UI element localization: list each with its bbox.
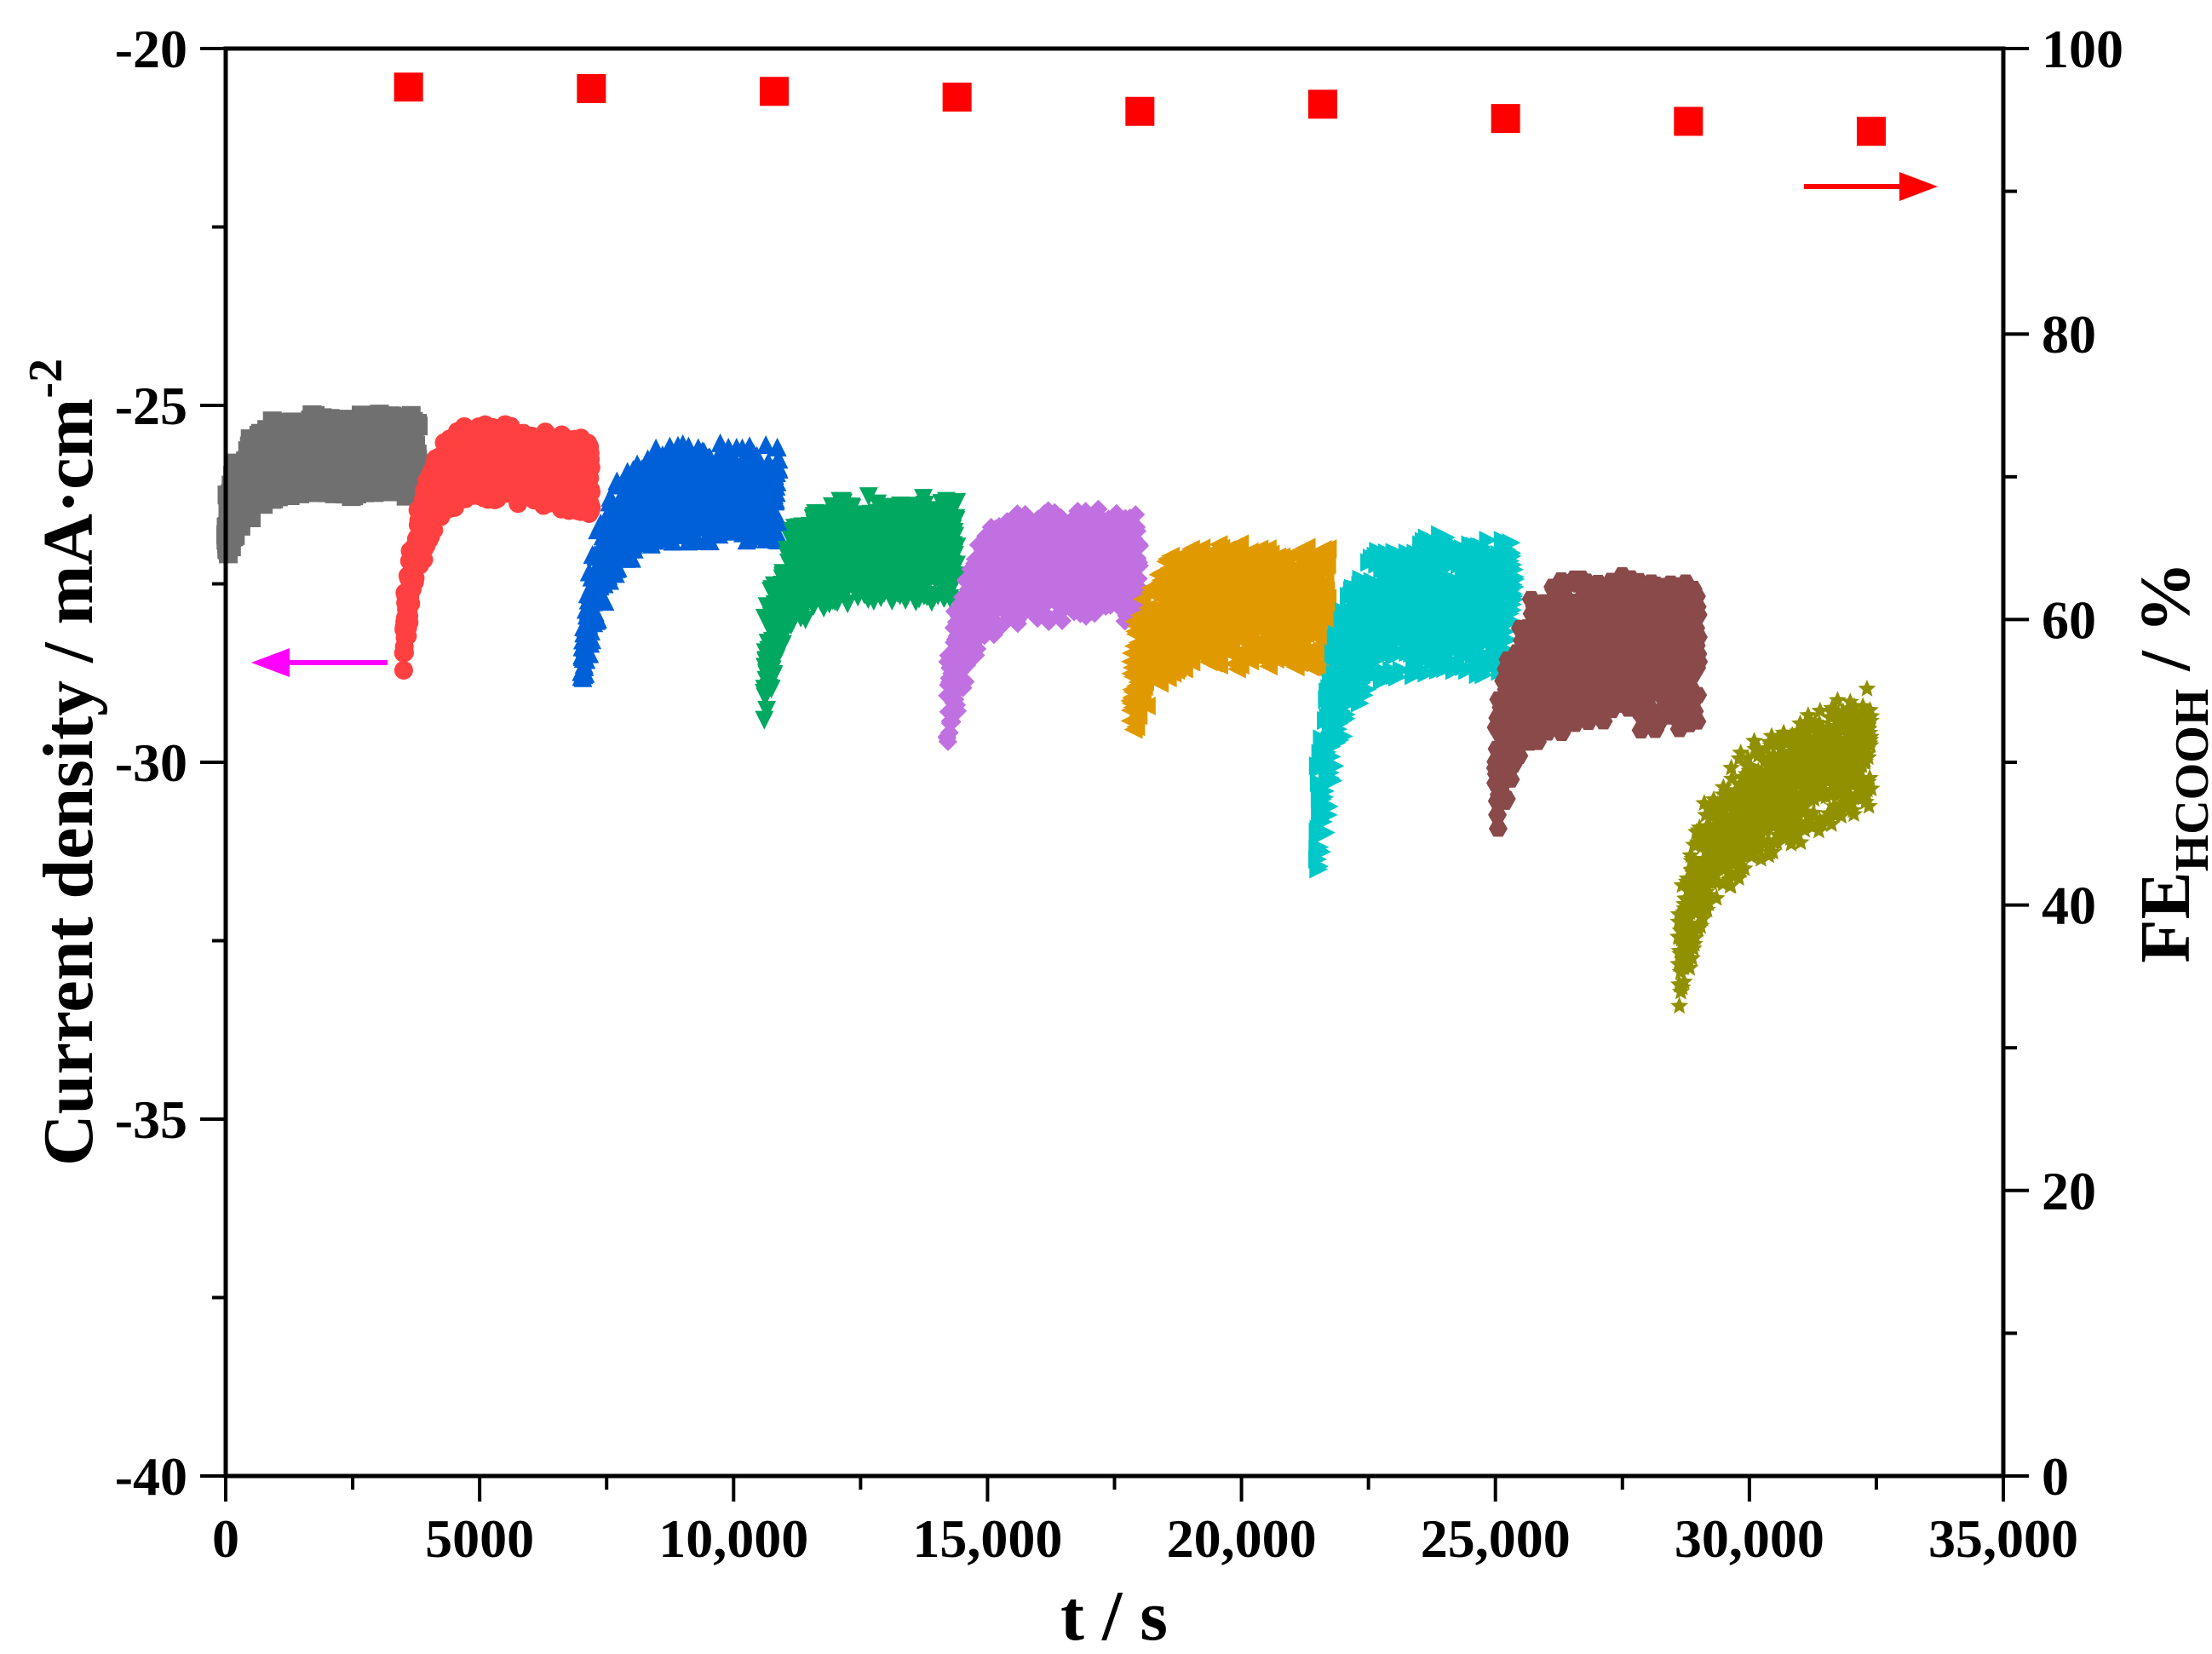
svg-text:Current density / mA·cm-2: Current density / mA·cm-2 (20, 359, 108, 1166)
current-series-6-markers (1120, 534, 1337, 739)
y2-axis-title-unit: / % (2126, 561, 2205, 688)
x-tick-label: 15,000 (912, 1508, 1062, 1569)
y2-tick-label: 20 (2042, 1161, 2096, 1221)
fe-point (394, 72, 423, 102)
y2-axis-title-text: FE (2126, 871, 2205, 962)
y-tick-label: -20 (115, 19, 187, 79)
x-tick-label: 0 (212, 1508, 239, 1569)
current-series-3-markers (572, 433, 789, 687)
current-series-7-markers (1308, 525, 1525, 879)
current-series-1 (216, 405, 428, 564)
fe-point (1674, 106, 1704, 136)
fe-point (1307, 89, 1337, 119)
tick-labels: 0 5000 10,000 15,000 20,000 25,000 30,000 35,00… (115, 19, 2123, 1569)
current-series-7 (1308, 525, 1525, 879)
current-series-8 (1485, 566, 1709, 837)
current-series-6 (1120, 534, 1337, 739)
y-tick-label: -30 (115, 732, 187, 793)
current-series-9-markers (1669, 679, 1881, 1014)
y-tick-label: -25 (115, 376, 187, 436)
y2-tick-label: 40 (2042, 876, 2096, 936)
current-series-8-markers (1485, 566, 1709, 837)
right-axis-arrow (1804, 172, 1938, 201)
y-axis-title-superscript: -2 (20, 359, 72, 399)
fe-point (1856, 117, 1886, 146)
fe-point (1125, 96, 1155, 126)
current-series-5-markers (937, 499, 1150, 751)
fe-point (759, 77, 789, 106)
ticks (200, 47, 2029, 1502)
x-tick-label: 20,000 (1167, 1508, 1317, 1569)
x-tick-label: 10,000 (658, 1508, 808, 1569)
current-series-3 (572, 433, 789, 687)
y2-tick-label: 60 (2042, 589, 2096, 650)
y2-tick-label: 100 (2042, 19, 2123, 79)
x-axis-title: t / s (1060, 1576, 1168, 1654)
fe-point (1491, 104, 1520, 134)
fe-point (577, 73, 606, 103)
fe-point (942, 82, 972, 112)
y-tick-label: -40 (115, 1446, 187, 1507)
current-series-4-markers (755, 487, 967, 730)
y2-tick-label: 0 (2042, 1446, 2069, 1507)
y2-axis-title-subscript: HCOOH (2166, 689, 2212, 872)
x-tick-label: 25,000 (1421, 1508, 1571, 1569)
current-series-2-markers (394, 415, 601, 680)
y2-axis-title: FEHCOOH / % (2126, 561, 2212, 962)
current-series-4 (755, 487, 967, 730)
svg-text:FEHCOOH / %: FEHCOOH / % (2126, 561, 2212, 962)
current-series-5 (937, 499, 1150, 751)
x-tick-label: 30,000 (1675, 1508, 1824, 1569)
fe-series (394, 72, 1886, 146)
y-tick-label: -35 (115, 1089, 187, 1150)
y2-tick-label: 80 (2042, 304, 2096, 365)
y-axis-title: Current density / mA·cm-2 (20, 359, 108, 1166)
current-series-2 (394, 415, 601, 680)
current-density-series (216, 405, 1881, 1014)
y-axis-title-text: Current density / mA·cm (29, 399, 108, 1166)
x-tick-label: 5000 (425, 1508, 534, 1569)
x-tick-label: 35,000 (1928, 1508, 2078, 1569)
current-series-1-markers (216, 405, 428, 564)
current-series-9 (1669, 679, 1881, 1014)
left-axis-arrow (251, 648, 388, 677)
